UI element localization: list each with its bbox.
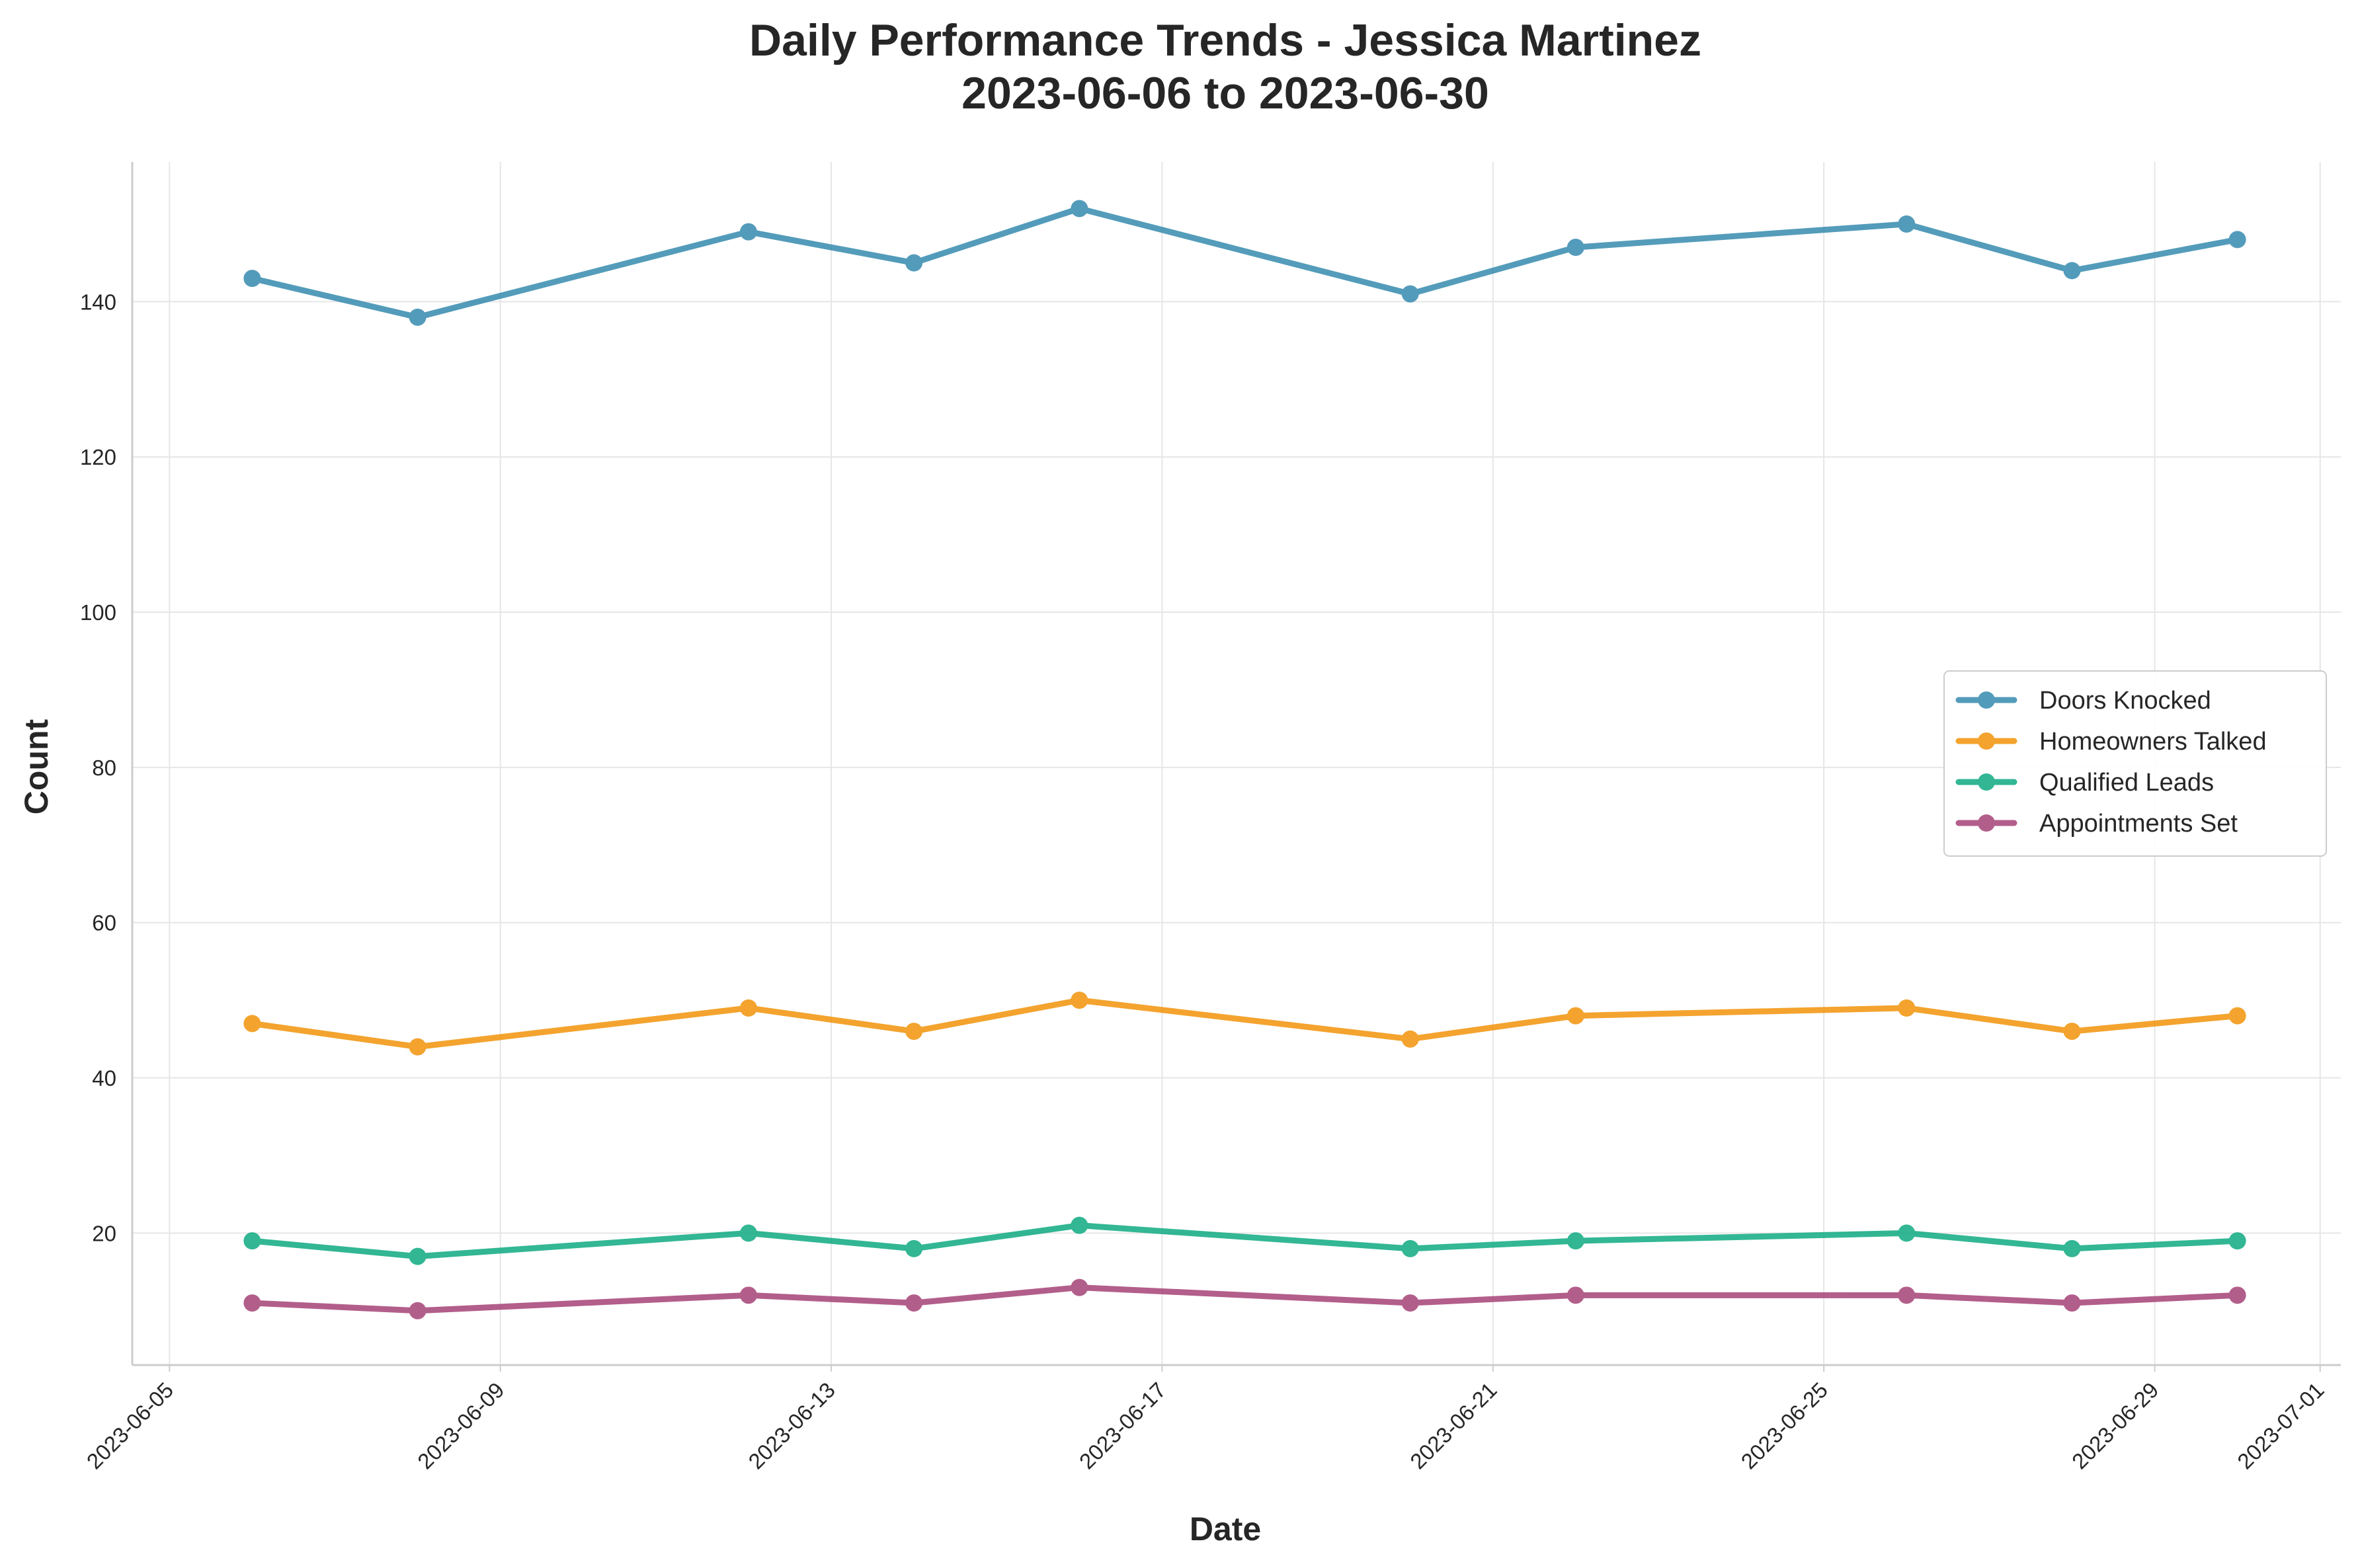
y-axis-label: Count [18,719,55,814]
series-lines [243,200,2246,1319]
data-point [1071,1278,1088,1296]
data-point [1071,992,1088,1009]
series-group [243,992,2246,1056]
x-tick-label: 2023-07-01 [2232,1378,2329,1474]
series-line [249,205,2241,321]
legend: Doors Knocked Homeowners Talked Qualified … [1943,670,2327,857]
data-point [243,270,261,288]
data-point [905,254,923,272]
data-point [1401,285,1419,303]
x-tick-label: 2023-06-13 [743,1378,840,1474]
series-line [249,1284,2241,1314]
y-tick-label: 80 [92,756,116,780]
x-tick-label: 2023-06-29 [2067,1378,2164,1474]
data-point [2228,1007,2246,1025]
data-point [2228,231,2246,249]
data-point [1898,999,1916,1017]
data-point [1567,1007,1584,1025]
y-tick-label: 40 [92,1066,116,1091]
legend-marker [1955,814,2017,832]
series-group [243,1216,2246,1265]
x-tick-label: 2023-06-09 [413,1378,509,1474]
y-tick-label: 120 [80,445,116,469]
series-line [249,1222,2241,1260]
series-group [243,1278,2246,1319]
data-point [1071,200,1088,217]
data-point [1567,1232,1584,1250]
data-point [739,1224,757,1242]
y-tick-label: 60 [92,911,116,935]
x-tick-label: 2023-06-25 [1736,1378,1833,1474]
chart-title-line1: Daily Performance Trends - Jessica Marti… [749,15,1701,65]
data-point [1401,1239,1419,1257]
data-point [2228,1286,2246,1304]
legend-box [1943,670,2327,857]
chart-title-line2: 2023-06-06 to 2023-06-30 [961,68,1489,118]
data-point [1401,1030,1419,1048]
data-point [243,1232,261,1250]
x-axis-label: Date [1190,1510,1261,1548]
data-point [409,1302,427,1319]
legend-label: Appointments Set [2039,810,2238,838]
data-point [739,1286,757,1304]
data-point [409,308,427,326]
data-point [2063,1023,2081,1040]
legend-dot [1978,691,1995,709]
data-point [2063,262,2081,280]
data-point [1898,1286,1916,1304]
data-point [2228,1232,2246,1250]
legend-label: Homeowners Talked [2039,728,2267,756]
data-point [1898,215,1916,233]
data-point [1567,239,1584,256]
data-point [739,999,757,1017]
x-tick-label: 2023-06-05 [82,1378,179,1474]
data-point [1898,1224,1916,1242]
data-point [409,1038,427,1056]
x-tick-label: 2023-06-17 [1075,1378,1171,1474]
data-point [409,1247,427,1265]
data-point [1567,1286,1584,1304]
y-tick-label: 20 [92,1221,116,1245]
legend-label: Doors Knocked [2039,687,2211,715]
series-group [243,200,2246,326]
data-point [905,1294,923,1312]
data-point [243,1015,261,1033]
legend-marker [1955,691,2017,709]
data-point [1401,1294,1419,1312]
data-point [905,1023,923,1040]
data-point [739,223,757,241]
series-line [249,997,2241,1050]
axes [131,162,2341,1372]
legend-marker [1955,773,2017,791]
legend-dot [1978,732,1995,750]
y-tick-label: 100 [80,600,116,625]
data-point [1071,1216,1088,1234]
data-point [243,1294,261,1312]
x-tick-label: 2023-06-21 [1405,1378,1502,1474]
data-point [2063,1294,2081,1312]
data-point [905,1239,923,1257]
data-point [2063,1239,2081,1257]
legend-label: Qualified Leads [2039,769,2214,797]
legend-dot [1978,814,1995,832]
legend-marker [1955,732,2017,750]
legend-dot [1978,773,1995,791]
y-tick-label: 140 [80,290,116,314]
